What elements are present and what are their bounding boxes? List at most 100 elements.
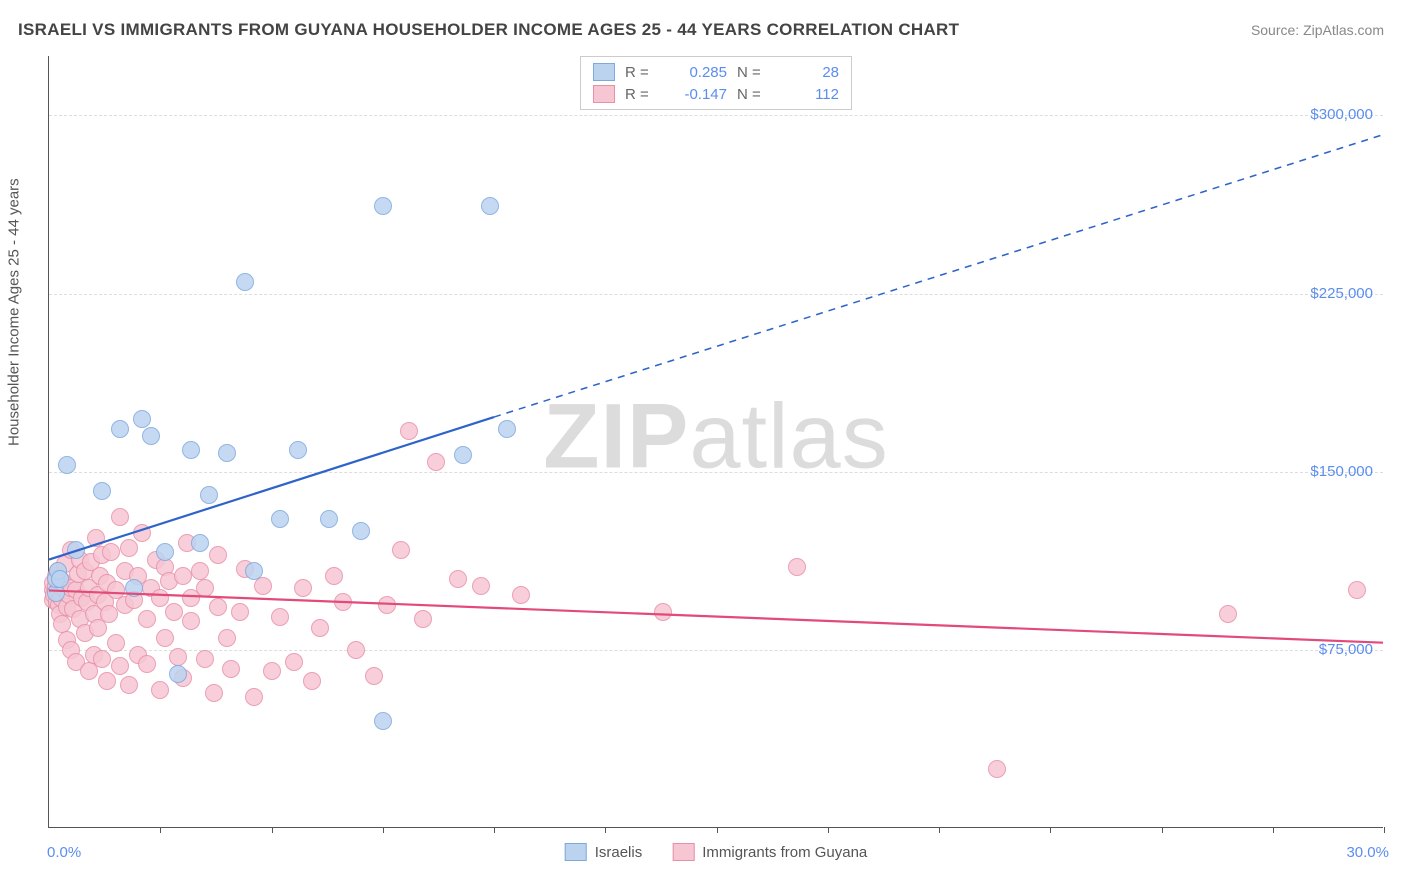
x-axis-min-label: 0.0% [47, 844, 81, 861]
data-point-guyana [174, 567, 192, 585]
trend-lines [49, 56, 1383, 827]
data-point-guyana [98, 672, 116, 690]
x-tick [605, 827, 606, 833]
data-point-guyana [788, 558, 806, 576]
data-point-guyana [205, 684, 223, 702]
data-point-guyana [87, 529, 105, 547]
data-point-guyana [151, 681, 169, 699]
data-point-guyana [303, 672, 321, 690]
data-point-israelis [58, 456, 76, 474]
data-point-guyana [182, 612, 200, 630]
y-tick-label: $75,000 [1319, 641, 1373, 658]
data-point-israelis [320, 510, 338, 528]
n-value: 28 [777, 64, 839, 81]
data-point-guyana [449, 570, 467, 588]
data-point-israelis [374, 712, 392, 730]
data-point-guyana [93, 650, 111, 668]
data-point-guyana [151, 589, 169, 607]
data-point-israelis [236, 273, 254, 291]
r-label: R = [625, 86, 655, 103]
x-tick [1050, 827, 1051, 833]
r-label: R = [625, 64, 655, 81]
y-axis-label: Householder Income Ages 25 - 44 years [6, 178, 23, 446]
swatch-guyana [593, 85, 615, 103]
legend-item-guyana: Immigrants from Guyana [672, 843, 867, 861]
data-point-israelis [111, 420, 129, 438]
swatch-israelis [593, 63, 615, 81]
data-point-guyana [209, 598, 227, 616]
data-point-israelis [481, 197, 499, 215]
x-tick [1273, 827, 1274, 833]
series-legend: Israelis Immigrants from Guyana [565, 843, 868, 861]
x-tick [272, 827, 273, 833]
data-point-guyana [311, 619, 329, 637]
data-point-israelis [191, 534, 209, 552]
y-tick-label: $300,000 [1310, 106, 1373, 123]
data-point-guyana [347, 641, 365, 659]
data-point-israelis [289, 441, 307, 459]
x-tick [160, 827, 161, 833]
data-point-israelis [271, 510, 289, 528]
data-point-guyana [156, 629, 174, 647]
data-point-guyana [654, 603, 672, 621]
n-value: 112 [777, 86, 839, 103]
data-point-guyana [392, 541, 410, 559]
n-label: N = [737, 86, 767, 103]
data-point-guyana [378, 596, 396, 614]
data-point-israelis [142, 427, 160, 445]
data-point-guyana [365, 667, 383, 685]
data-point-guyana [218, 629, 236, 647]
data-point-israelis [200, 486, 218, 504]
data-point-guyana [138, 610, 156, 628]
data-point-israelis [93, 482, 111, 500]
data-point-guyana [102, 543, 120, 561]
data-point-guyana [196, 650, 214, 668]
plot-area: ZIPatlas $75,000$150,000$225,000$300,000… [48, 56, 1383, 828]
data-point-guyana [138, 655, 156, 673]
data-point-guyana [165, 603, 183, 621]
data-point-israelis [51, 570, 69, 588]
data-point-guyana [400, 422, 418, 440]
data-point-guyana [427, 453, 445, 471]
data-point-guyana [120, 539, 138, 557]
x-tick [828, 827, 829, 833]
data-point-israelis [374, 197, 392, 215]
data-point-guyana [196, 579, 214, 597]
stats-legend: R =0.285N =28R =-0.147N =112 [580, 56, 852, 110]
data-point-guyana [209, 546, 227, 564]
chart-title: ISRAELI VS IMMIGRANTS FROM GUYANA HOUSEH… [18, 20, 959, 40]
stats-row-israelis: R =0.285N =28 [593, 61, 839, 83]
gridline [49, 472, 1383, 473]
data-point-guyana [133, 524, 151, 542]
data-point-guyana [334, 593, 352, 611]
data-point-israelis [352, 522, 370, 540]
trendline-guyana [49, 590, 1383, 642]
y-tick-label: $225,000 [1310, 285, 1373, 302]
x-tick [717, 827, 718, 833]
y-tick-label: $150,000 [1310, 463, 1373, 480]
data-point-guyana [472, 577, 490, 595]
gridline [49, 115, 1383, 116]
data-point-guyana [231, 603, 249, 621]
legend-item-israelis: Israelis [565, 843, 643, 861]
x-tick [494, 827, 495, 833]
trendline-israelis-dashed [494, 134, 1383, 417]
legend-label: Immigrants from Guyana [702, 844, 867, 861]
x-tick [939, 827, 940, 833]
data-point-israelis [218, 444, 236, 462]
data-point-guyana [111, 657, 129, 675]
data-point-guyana [414, 610, 432, 628]
swatch-israelis [565, 843, 587, 861]
data-point-israelis [125, 579, 143, 597]
data-point-guyana [325, 567, 343, 585]
n-label: N = [737, 64, 767, 81]
data-point-israelis [156, 543, 174, 561]
data-point-israelis [454, 446, 472, 464]
gridline [49, 650, 1383, 651]
legend-label: Israelis [595, 844, 643, 861]
data-point-guyana [1348, 581, 1366, 599]
r-value: -0.147 [665, 86, 727, 103]
data-point-israelis [169, 665, 187, 683]
data-point-guyana [988, 760, 1006, 778]
swatch-guyana [672, 843, 694, 861]
